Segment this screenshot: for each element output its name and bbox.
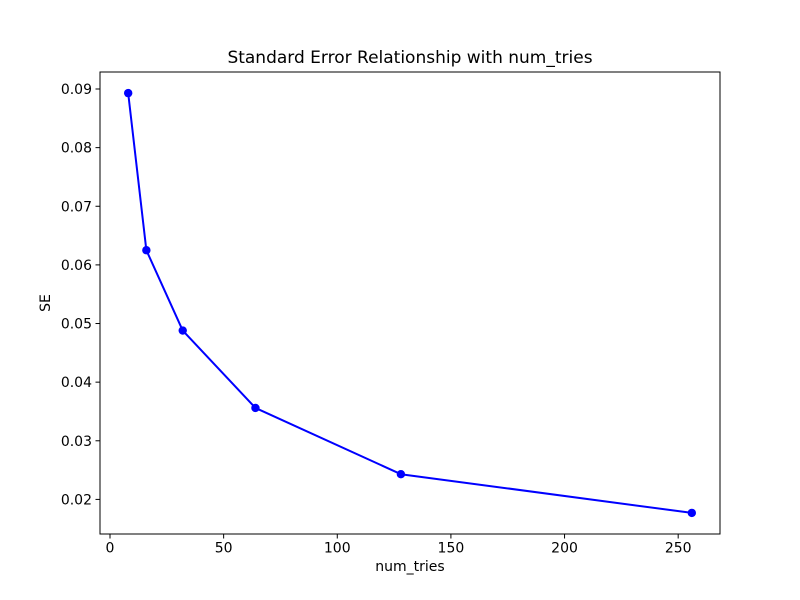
data-point bbox=[687, 508, 697, 518]
x-tick-label: 0 bbox=[106, 541, 115, 557]
x-axis-label: num_tries bbox=[375, 559, 444, 575]
x-tick-label: 200 bbox=[551, 541, 578, 557]
x-tick-label: 50 bbox=[215, 541, 233, 557]
y-tick-label: 0.08 bbox=[61, 141, 92, 157]
data-point bbox=[142, 246, 151, 255]
y-tick-label: 0.05 bbox=[61, 317, 92, 333]
data-point bbox=[123, 88, 133, 98]
data-line bbox=[127, 92, 693, 514]
y-tick-label: 0.04 bbox=[61, 375, 92, 391]
x-tick-label: 100 bbox=[324, 541, 351, 557]
y-axis-label: SE bbox=[38, 294, 54, 312]
data-point bbox=[178, 326, 187, 335]
plot-area: 0 50 100 150 200 250 0.02 0.03 0.04 0.05 0.06 0.07 0… bbox=[61, 71, 721, 557]
y-tick-label: 0.09 bbox=[61, 82, 92, 98]
y-tick-label: 0.06 bbox=[61, 258, 92, 274]
x-tick-label: 250 bbox=[665, 541, 692, 557]
chart-title: Standard Error Relationship with num_tri… bbox=[227, 48, 592, 68]
data-point bbox=[396, 469, 406, 479]
y-tick-label: 0.03 bbox=[61, 434, 92, 450]
data-point bbox=[251, 403, 260, 413]
x-tick-label: 150 bbox=[438, 541, 465, 557]
y-tick-label: 0.07 bbox=[61, 199, 92, 215]
y-tick-label: 0.02 bbox=[61, 492, 92, 508]
axes-frame bbox=[99, 71, 721, 535]
